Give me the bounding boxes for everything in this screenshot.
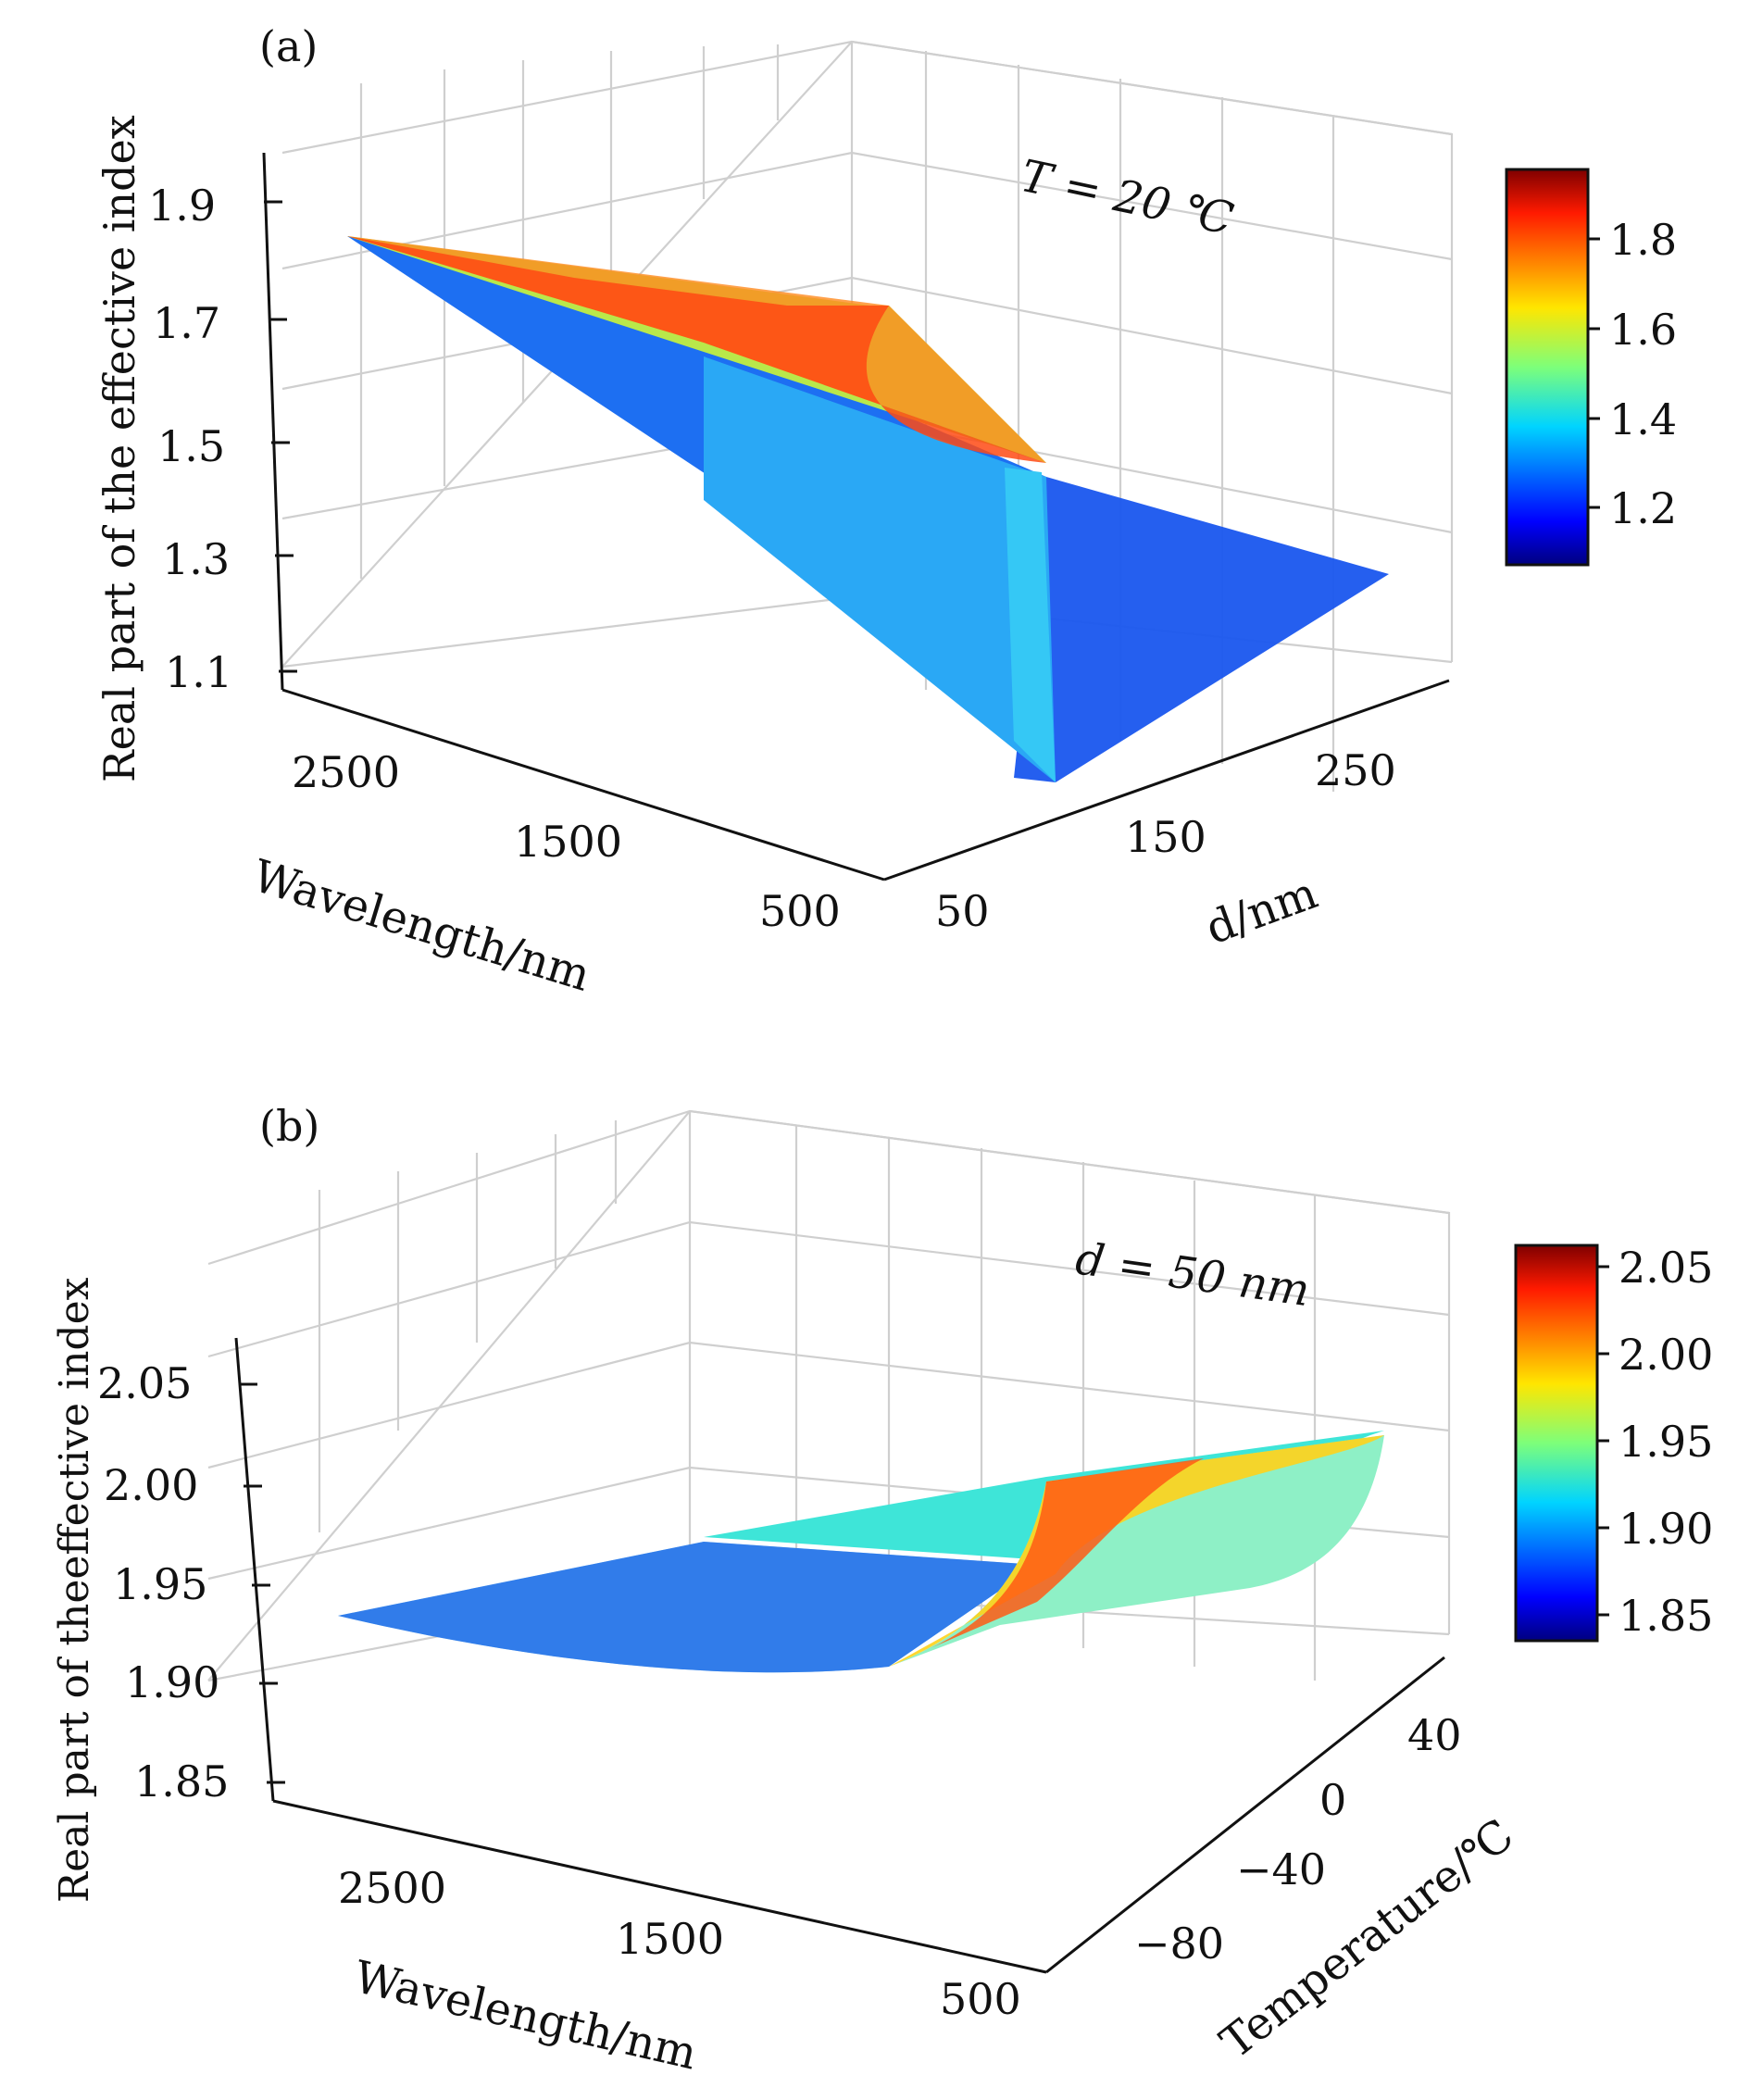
panel-a: (a) — [94, 21, 1677, 1002]
panel-a-x-ticks: 2500 1500 500 — [292, 747, 841, 936]
panel-b-colorbar-tick: 1.85 — [1619, 1591, 1713, 1641]
panel-b-z-tick: 2.05 — [97, 1358, 192, 1408]
panel-b-annotation: d = 50 nm — [1072, 1232, 1313, 1317]
panel-b-y-ticks: 40 0 −40 −80 — [1134, 1710, 1462, 1969]
panel-b-y-tick: 0 — [1319, 1775, 1346, 1825]
panel-a-x-tick: 1500 — [514, 817, 622, 867]
panel-b-label: (b) — [259, 1101, 319, 1151]
panel-b-x-tick: 500 — [940, 1974, 1021, 2024]
panel-b-x-tick: 2500 — [338, 1863, 446, 1913]
panel-a-colorbar-tick: 1.6 — [1609, 305, 1677, 355]
panel-a-y-tick: 150 — [1125, 812, 1206, 862]
panel-a-axes — [262, 152, 1450, 881]
panel-a-colorbar — [1505, 168, 1590, 567]
panel-a-colorbar-tick: 1.4 — [1609, 394, 1677, 444]
panel-b-x-ticks: 2500 1500 500 — [338, 1863, 1021, 2024]
panel-b-z-label: Real part of theeffective index — [51, 1277, 98, 1903]
panel-b-colorbar-tick: 2.05 — [1619, 1243, 1713, 1293]
panel-a-z-tick: 1.1 — [165, 647, 232, 697]
panel-a-x-tick: 2500 — [292, 747, 400, 797]
panel-a-y-label: d/nm — [1199, 867, 1324, 955]
panel-b-colorbar-tick: 1.90 — [1619, 1504, 1713, 1554]
panel-b-z-tick: 1.90 — [125, 1657, 219, 1707]
panel-a-x-label: Wavelength/nm — [246, 850, 595, 1002]
panel-a-z-label: Real part of the effective index — [94, 115, 144, 782]
panel-b-colorbar-ticks: 2.05 2.00 1.95 1.90 1.85 — [1597, 1243, 1713, 1641]
panel-b-surface — [338, 1431, 1384, 1673]
panel-b-colorbar — [1514, 1244, 1599, 1643]
panel-a-y-tick: 250 — [1315, 745, 1396, 795]
panel-b-z-ticks: 2.05 2.00 1.95 1.90 1.85 — [97, 1358, 285, 1806]
panel-a-z-ticks: 1.9 1.7 1.5 1.3 1.1 — [148, 181, 297, 697]
panel-b-x-tick: 1500 — [616, 1914, 724, 1964]
panel-a-z-tick: 1.9 — [148, 181, 216, 231]
panel-a-y-tick: 50 — [935, 886, 990, 936]
panel-b-y-tick: −40 — [1236, 1844, 1326, 1894]
panel-a-colorbar-tick: 1.2 — [1609, 483, 1677, 533]
panel-b-z-tick: 1.95 — [113, 1559, 207, 1609]
panel-a-z-tick: 1.5 — [157, 421, 225, 471]
panel-a-label: (a) — [259, 21, 318, 71]
panel-b-colorbar-tick: 2.00 — [1619, 1330, 1713, 1380]
panel-b: (b) — [51, 1101, 1713, 2081]
panel-b-z-tick: 2.00 — [104, 1460, 198, 1510]
panel-a-colorbar-tick: 1.8 — [1609, 215, 1677, 265]
panel-a-surface — [347, 236, 1389, 782]
panel-b-z-tick: 1.85 — [134, 1756, 229, 1806]
panel-b-y-tick: 40 — [1407, 1710, 1462, 1760]
panel-a-annotation: T = 20 ℃ — [1017, 150, 1238, 245]
panel-a-z-tick: 1.7 — [153, 298, 220, 348]
panel-a-x-tick: 500 — [759, 886, 841, 936]
panel-a-z-tick: 1.3 — [162, 534, 230, 584]
panel-b-x-label: Wavelength/nm — [349, 1951, 701, 2080]
panel-b-colorbar-tick: 1.95 — [1619, 1417, 1713, 1467]
panel-b-axes — [234, 1337, 1445, 1974]
panel-a-y-ticks: 50 150 250 — [935, 745, 1396, 936]
panel-b-y-tick: −80 — [1134, 1919, 1224, 1969]
panel-a-colorbar-ticks: 1.8 1.6 1.4 1.2 — [1588, 215, 1677, 533]
